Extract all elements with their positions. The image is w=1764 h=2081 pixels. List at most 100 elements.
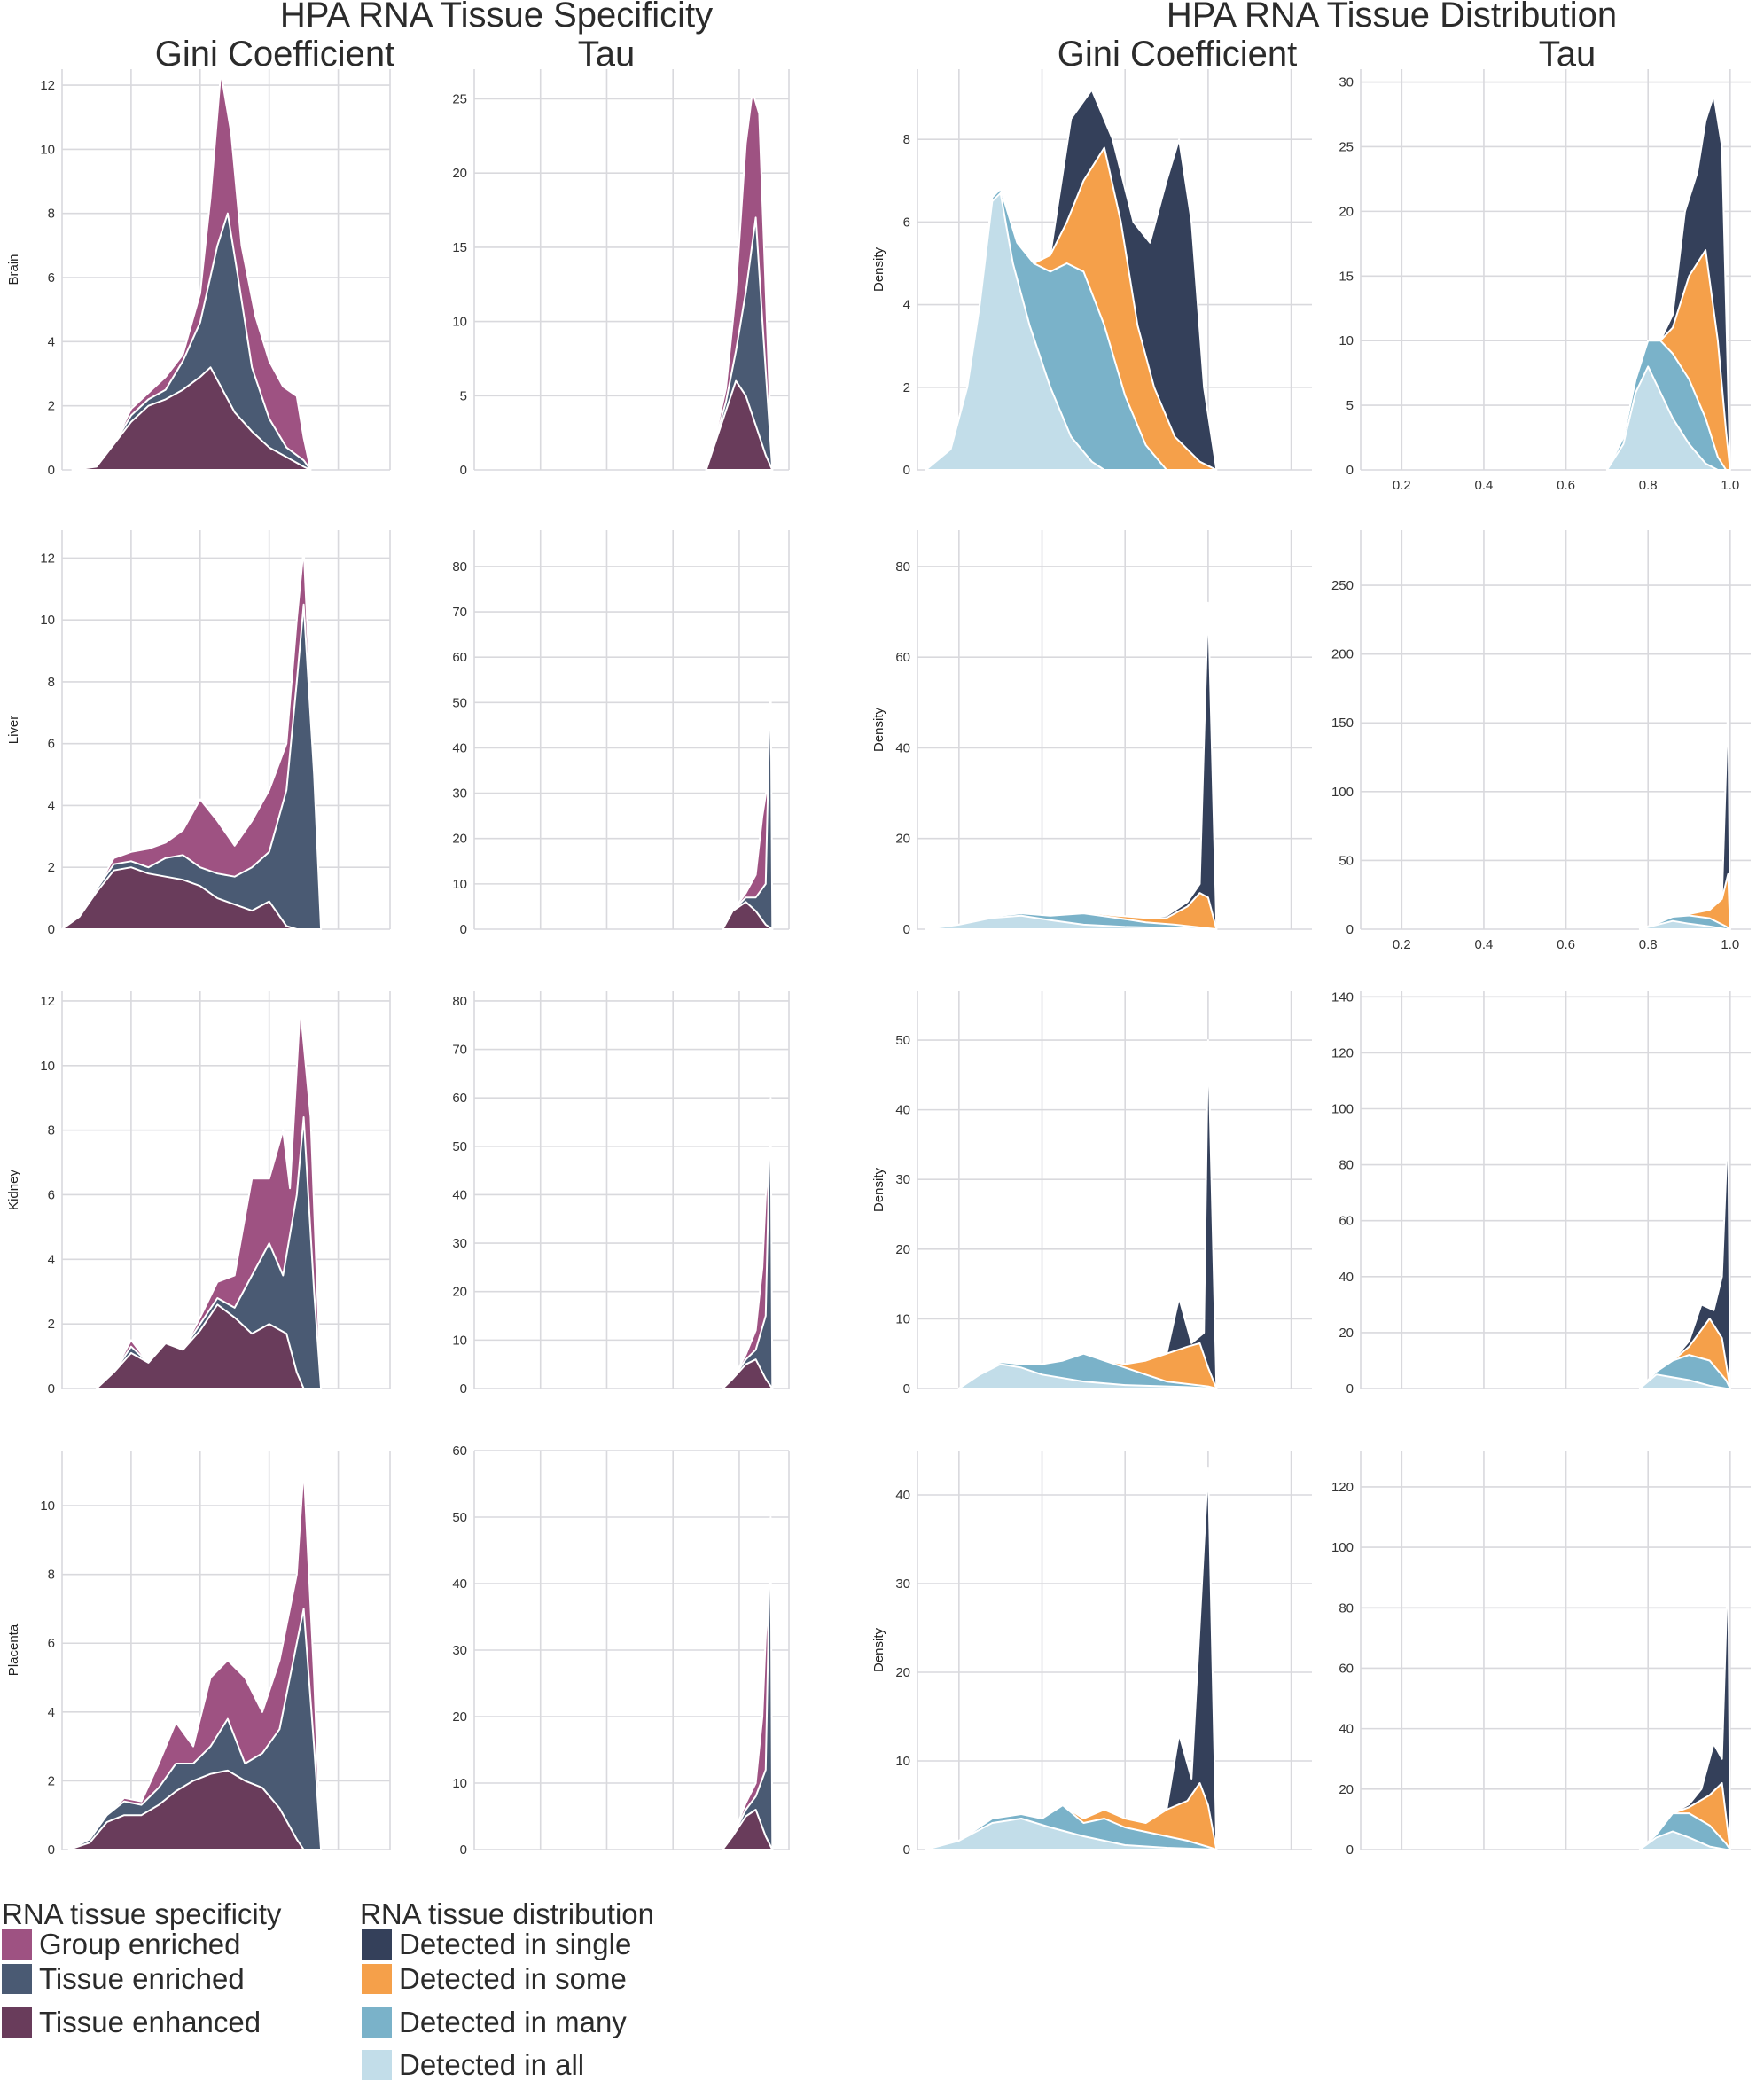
y-tick-label: 2 — [48, 399, 55, 414]
y-tick-label: 10 — [895, 1311, 910, 1326]
legend-specificity-item-label: Group enriched — [39, 1928, 240, 1960]
panel-placenta-specificity-tau: 0 10 20 30 40 50 60 — [452, 1443, 790, 1858]
area-detected-in-all — [1638, 1830, 1728, 1850]
y-tick-label: 0 — [48, 1842, 55, 1858]
y-axis-label: Density — [871, 1167, 886, 1212]
y-tick-label: 0 — [1346, 1842, 1354, 1858]
legend-specificity-item-swatch — [2, 2007, 32, 2038]
y-tick-label: 20 — [895, 832, 910, 847]
y-tick-label: 20 — [452, 1285, 467, 1300]
y-tick-label: 10 — [895, 1754, 910, 1769]
legend-distribution-item-label: Detected in all — [399, 2048, 584, 2081]
subtitle-gini-distribution: Gini Coefficient — [1058, 35, 1298, 74]
y-tick-label: 20 — [895, 1665, 910, 1680]
y-tick-label: 25 — [1339, 139, 1354, 154]
y-tick-label: 50 — [452, 695, 467, 710]
title-distribution: HPA RNA Tissue Distribution — [1167, 0, 1617, 35]
area-tissue-enhanced — [71, 366, 312, 471]
area-detected-in-all — [1605, 365, 1719, 471]
y-tick-label: 30 — [452, 1643, 467, 1658]
panel-kidney-distribution-tau: 0 20 40 60 80 100 120 140 — [1331, 990, 1751, 1396]
panel-placenta-distribution-tau: 0 20 40 60 80 100 120 — [1331, 1451, 1751, 1858]
y-tick-label: 60 — [452, 650, 467, 665]
x-tick-label: 0.8 — [1639, 937, 1658, 952]
y-tick-label: 0 — [1346, 922, 1354, 937]
y-tick-label: 30 — [452, 786, 467, 802]
area-tissue-enriched — [71, 212, 312, 471]
y-tick-label: 8 — [48, 675, 55, 690]
y-tick-label: 20 — [1339, 204, 1354, 219]
area-detected-in-single — [1638, 701, 1731, 930]
row-label: Kidney — [6, 1170, 21, 1210]
x-tick-label: 0.8 — [1639, 478, 1658, 493]
y-tick-label: 40 — [895, 1488, 910, 1503]
y-tick-label: 100 — [1331, 1540, 1354, 1555]
y-tick-label: 8 — [903, 132, 910, 147]
y-tick-label: 30 — [895, 1172, 910, 1187]
y-tick-label: 10 — [40, 1498, 55, 1514]
legend-distribution-item-label: Detected in single — [399, 1928, 631, 1960]
y-tick-label: 15 — [1339, 269, 1354, 284]
area-tissue-enriched — [61, 603, 323, 930]
y-tick-label: 0 — [1346, 1381, 1354, 1396]
y-tick-label: 6 — [48, 1187, 55, 1202]
y-tick-label: 40 — [452, 1187, 467, 1202]
y-tick-label: 20 — [452, 166, 467, 181]
area-tissue-enhanced — [95, 1303, 305, 1389]
y-tick-label: 40 — [452, 740, 467, 755]
y-tick-label: 20 — [1339, 1326, 1354, 1341]
y-tick-label: 2 — [48, 1773, 55, 1788]
y-tick-label: 50 — [452, 1510, 467, 1525]
y-tick-label: 100 — [1331, 1102, 1354, 1117]
legend: RNA tissue specificity Group enrichedTis… — [2, 1897, 654, 2081]
x-tick-label: 1.0 — [1721, 478, 1739, 493]
x-tick-label: 0.6 — [1557, 937, 1575, 952]
y-tick-label: 6 — [48, 737, 55, 752]
y-tick-label: 60 — [895, 650, 910, 665]
row-label: Placenta — [6, 1623, 21, 1676]
y-axis-label: Density — [871, 1627, 886, 1672]
y-tick-label: 10 — [452, 315, 467, 330]
y-tick-label: 2 — [48, 1317, 55, 1332]
y-tick-label: 40 — [895, 1103, 910, 1118]
y-tick-label: 0 — [903, 1381, 910, 1396]
x-tick-label: 0.6 — [1557, 478, 1575, 493]
panel-liver-distribution-gini: 0 20 40 60 80 Density — [871, 530, 1312, 937]
x-tick-label: 0.4 — [1475, 478, 1494, 493]
legend-specificity-item-swatch — [2, 1929, 32, 1960]
area-tissue-enhanced — [705, 379, 774, 471]
y-tick-label: 60 — [1339, 1214, 1354, 1229]
y-tick-label: 0 — [48, 922, 55, 937]
y-tick-label: 80 — [1339, 1600, 1354, 1616]
row-label: Brain — [6, 254, 21, 285]
y-tick-label: 12 — [40, 78, 55, 93]
panel-brain-distribution-gini: 0 2 4 6 8 Density — [871, 69, 1312, 478]
y-tick-label: 30 — [895, 1576, 910, 1592]
y-tick-label: 50 — [895, 1033, 910, 1048]
y-tick-label: 50 — [452, 1139, 467, 1154]
y-tick-label: 10 — [452, 877, 467, 892]
area-detected-in-single — [925, 601, 1218, 930]
y-tick-label: 60 — [1339, 1661, 1354, 1676]
legend-distribution-item-swatch — [362, 2050, 392, 2080]
y-tick-label: 5 — [1346, 398, 1354, 413]
y-tick-label: 120 — [1331, 1480, 1354, 1495]
y-tick-label: 0 — [48, 463, 55, 478]
y-tick-label: 250 — [1331, 578, 1354, 593]
panel-placenta-distribution-gini: 0 10 20 30 40 Density — [871, 1451, 1312, 1858]
y-tick-label: 60 — [452, 1091, 467, 1106]
panel-liver-specificity-gini: 0 2 4 6 8 10 12 Liver — [6, 530, 391, 937]
legend-distribution-item-label: Detected in some — [399, 1962, 627, 1995]
area-detected-in-all — [925, 914, 1218, 930]
area-tissue-enhanced — [722, 1809, 774, 1850]
area-tissue-enhanced — [722, 901, 774, 930]
subtitle-tau-specificity: Tau — [578, 35, 636, 74]
y-tick-label: 0 — [460, 1381, 467, 1396]
y-tick-label: 10 — [40, 1059, 55, 1074]
y-tick-label: 10 — [452, 1776, 467, 1791]
y-axis-label: Density — [871, 707, 886, 752]
area-detected-in-single — [925, 1467, 1218, 1850]
legend-specificity-item-swatch — [2, 1964, 32, 1994]
y-tick-label: 100 — [1331, 785, 1354, 800]
